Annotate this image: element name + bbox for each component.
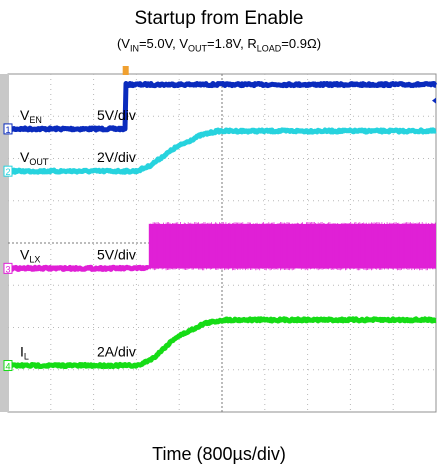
vout-value: =1.8V, [207, 36, 248, 51]
channel-marker-ch3 [3, 262, 13, 274]
channel-scale-ch4: 2A/div [97, 344, 136, 360]
vin-value: =5.0V, [138, 36, 180, 51]
channel-index-ch1: 1 [5, 125, 10, 135]
vin-label: V [121, 36, 130, 51]
rload-label: R [247, 36, 257, 51]
trace-ch3 [5, 264, 151, 272]
trigger-marker [122, 66, 129, 75]
channel-scale-ch3: 5V/div [97, 246, 136, 262]
channel-label-ch2: VOUT [20, 149, 49, 167]
rload-value: =0.9Ω [281, 36, 317, 51]
trace-ch1 [5, 81, 438, 133]
rload-sub: LOAD [256, 43, 282, 54]
channel-index-ch2: 2 [5, 167, 10, 177]
channel-scale-ch2: 2V/div [97, 149, 136, 165]
trigger-level-marker [432, 97, 436, 104]
x-axis-label: Time (800µs/div) [152, 444, 286, 464]
channel-index-ch4: 4 [5, 362, 10, 372]
channel-index-ch3: 3 [5, 264, 10, 274]
vout-label: V [179, 36, 189, 51]
chart-subtitle: (VIN=5.0V, VOUT=1.8V, RLOAD=0.9Ω) [116, 36, 322, 54]
trace-ch4 [6, 316, 438, 370]
channel-marker-ch2 [3, 165, 13, 177]
channel-label-ch1: VEN [20, 107, 42, 125]
vin-sub: IN [129, 43, 139, 54]
channel-label-ch4: IL [20, 344, 29, 362]
channel-marker-ch4 [3, 360, 13, 372]
scope-left-bar [0, 74, 9, 412]
vout-sub: OUT [188, 43, 208, 54]
channel-label-ch3: VLX [20, 246, 40, 264]
chart-title: Startup from Enable [134, 8, 304, 29]
trace-ch2 [5, 127, 438, 175]
channel-scale-ch1: 5V/div [97, 107, 136, 123]
trace-band-texture-ch3 [148, 222, 436, 271]
channel-marker-ch1 [3, 123, 13, 135]
